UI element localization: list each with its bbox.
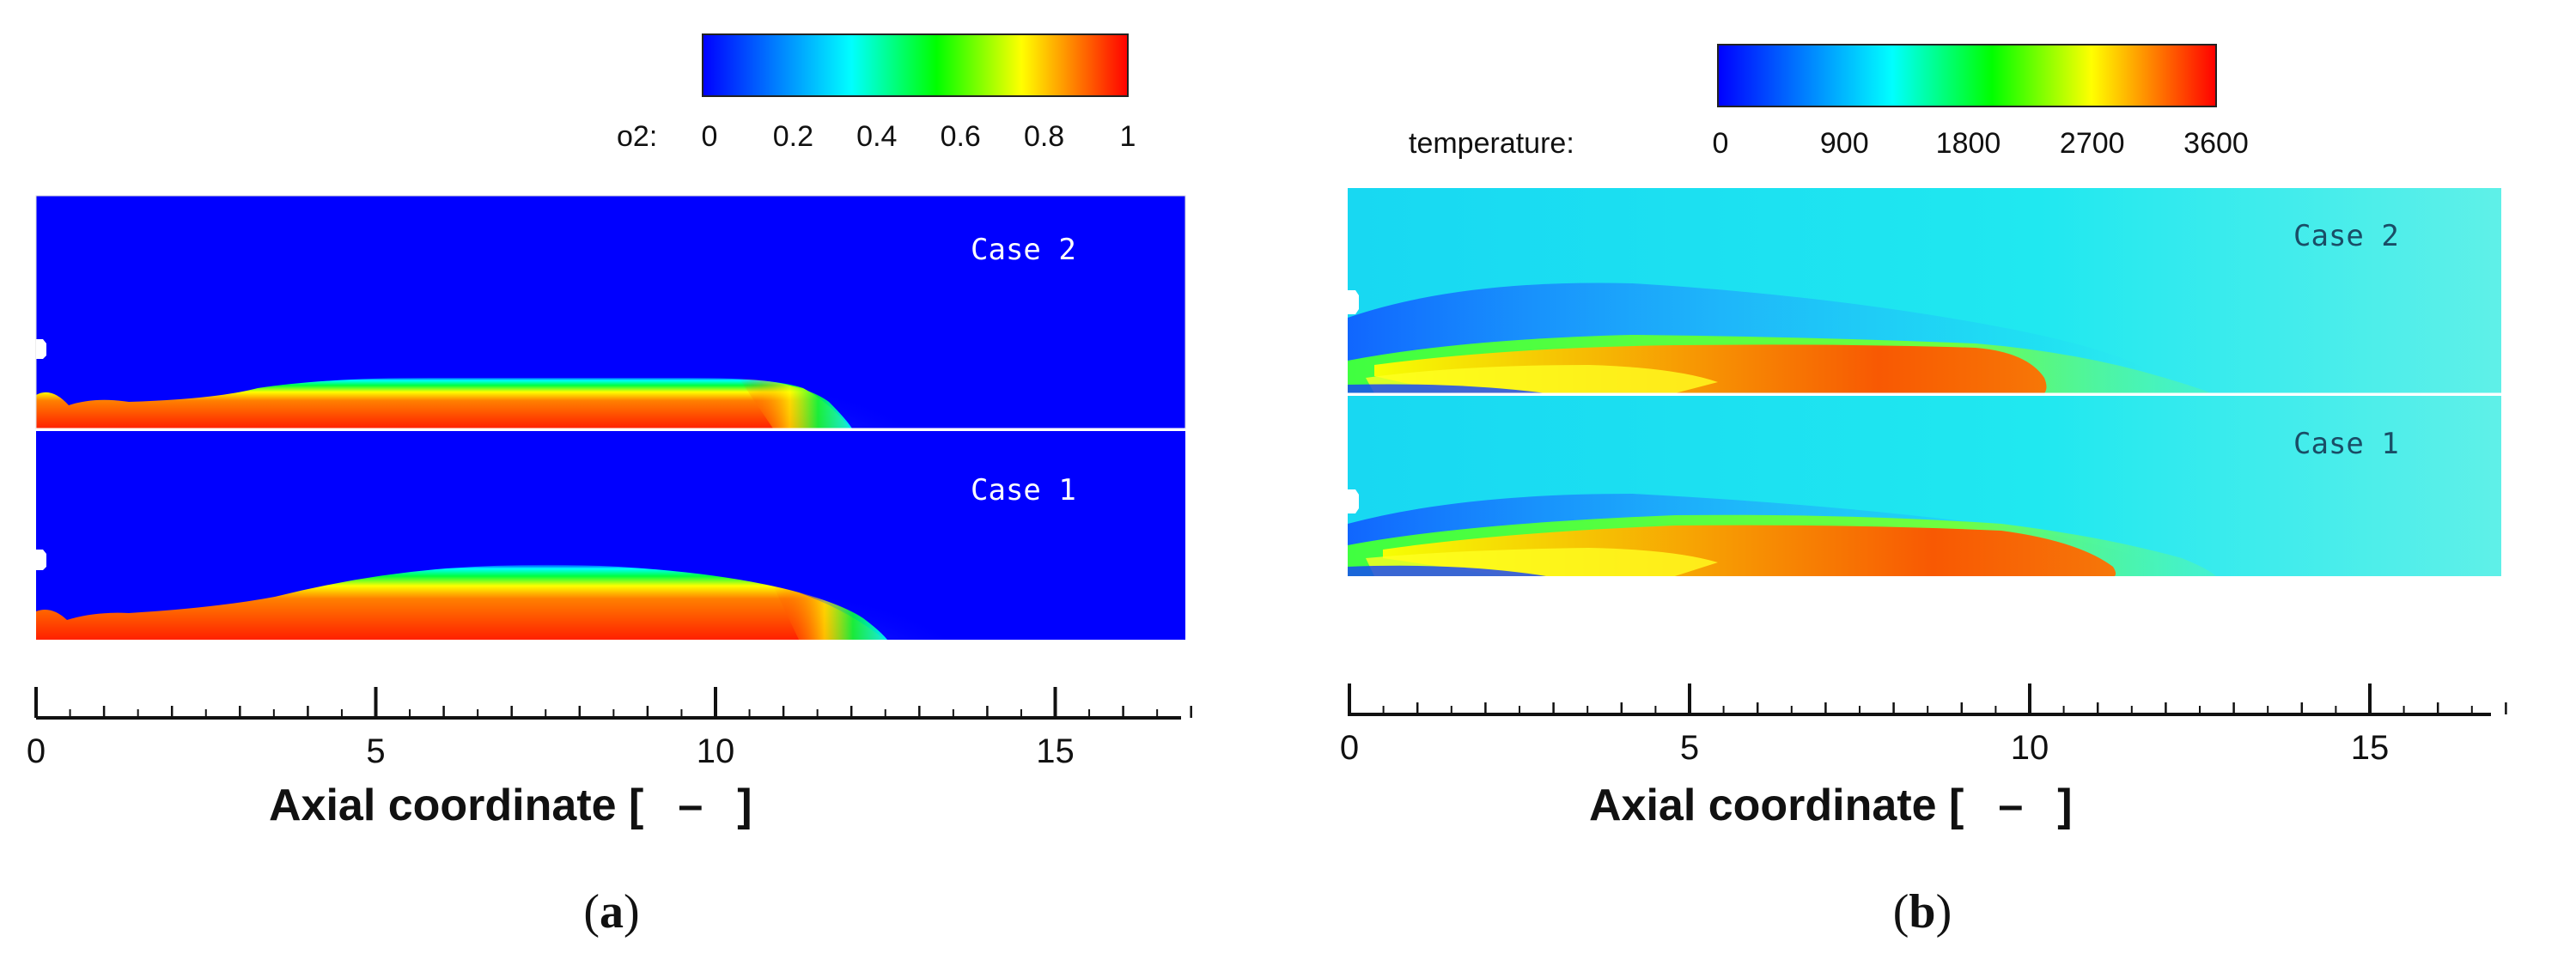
colorbar-tick-label: 3600 (2183, 127, 2249, 160)
x-axis-tick-label: 5 (366, 732, 385, 770)
colorbar-tick-label: 0.8 (1024, 120, 1064, 153)
panel-a: o2: 0 0.2 0.4 0.6 0.8 1 Case 2 Case 1 0 5 10 15 … (27, 33, 1192, 939)
colorbar-tick-label: 0 (702, 120, 718, 153)
inlet-notch-icon (36, 550, 46, 570)
colorbar-tick-label: 1800 (1936, 127, 2001, 160)
inlet-notch-icon (1348, 489, 1359, 513)
colorbar-a-ticks: 0 0.2 0.4 0.6 0.8 1 (702, 120, 1136, 153)
colorbar-tick-label: 0 (1713, 127, 1729, 160)
colorbar-tick-label: 0.4 (856, 120, 897, 153)
colorbar-b-ticks: 0 900 1800 2700 3600 (1713, 127, 2249, 160)
case-label-b-case1: Case 1 (2293, 427, 2399, 461)
x-axis-tick-label: 0 (27, 732, 46, 770)
contour-a-case2 (36, 196, 1185, 428)
x-axis-tick-label: 0 (1340, 729, 1359, 767)
colorbar-tick-label: 0.6 (941, 120, 981, 153)
contour-b-case2 (1348, 188, 2501, 393)
colorbar-tick-label: 900 (1820, 127, 1869, 160)
x-axis-tick-label: 15 (1036, 732, 1075, 770)
colorbar-tick-label: 1 (1120, 120, 1136, 153)
colorbar-tick-label: 0.2 (773, 120, 813, 153)
colorbar-b-variable: temperature: (1409, 127, 1574, 160)
case-label-b-case2: Case 2 (2293, 219, 2399, 253)
contour-b-case1 (1348, 396, 2501, 576)
x-axis-label-b: Axial coordinate [–] (1589, 781, 2073, 830)
panel-label-b: (b) (1893, 885, 1952, 939)
inlet-notch-icon (36, 339, 46, 359)
colorbar-tick-label: 2700 (2060, 127, 2125, 160)
inlet-notch-icon (1348, 290, 1359, 314)
x-axis-tick-label: 5 (1680, 729, 1699, 767)
x-axis-ticks-a: 0 5 10 15 (27, 687, 1192, 770)
x-axis-tick-label: 10 (2011, 729, 2049, 767)
colorbar-a (702, 33, 1129, 97)
panel-label-a: (a) (583, 885, 639, 939)
colorbar-b (1717, 44, 2217, 107)
x-axis-tick-label: 15 (2351, 729, 2390, 767)
x-axis-ticks-b: 0 5 10 15 (1340, 683, 2507, 767)
case-label-a-case2: Case 2 (971, 233, 1076, 267)
case-label-a-case1: Case 1 (971, 473, 1076, 507)
colorbar-a-variable: o2: (617, 120, 657, 153)
x-axis-label-a: Axial coordinate [–] (269, 781, 752, 830)
panel-b: temperature: 0 900 1800 2700 3600 Case 2 Cas… (1340, 44, 2507, 939)
x-axis-tick-label: 10 (697, 732, 735, 770)
contour-a-case1 (36, 431, 1185, 640)
